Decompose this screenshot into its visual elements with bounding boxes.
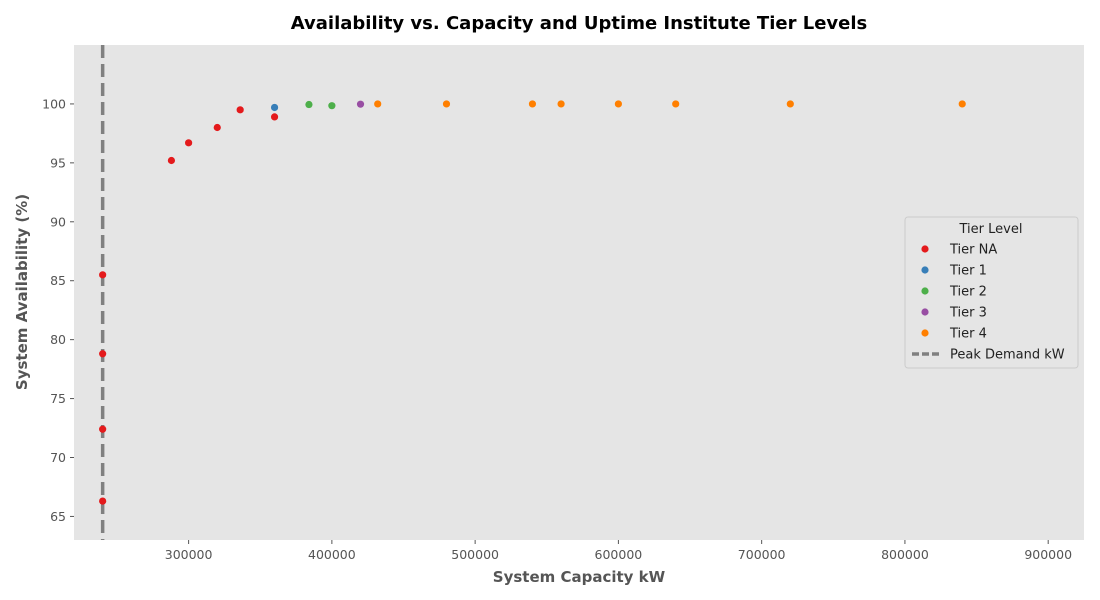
data-point [185,139,193,147]
legend-box [904,216,1079,369]
legend-label: Tier 3 [949,306,987,321]
data-point [213,123,221,132]
y-axis-label: System Availability (%) [13,194,31,390]
data-point [167,156,176,165]
y-tick-label: 65 [50,509,66,524]
data-point [270,113,279,121]
data-point [236,106,244,114]
legend-marker [921,308,929,316]
data-point [270,103,279,112]
y-tick-label: 75 [50,391,66,406]
chart-title: Availability vs. Capacity and Uptime Ins… [291,13,867,34]
x-tick-label: 800000 [881,547,929,562]
y-tick-label: 85 [50,273,66,288]
data-point [672,100,680,108]
legend-marker [921,266,929,274]
x-tick-label: 700000 [738,547,786,562]
legend-label: Tier 4 [949,327,987,342]
data-point [374,100,382,108]
points-layer [99,100,966,505]
data-point [557,100,565,108]
y-tick-label: 90 [50,214,66,229]
legend-label: Tier 1 [949,264,987,279]
legend-title: Tier Level [959,222,1023,237]
x-tick-label: 300000 [165,547,213,562]
x-tick-label: 900000 [1024,547,1072,562]
data-point [99,271,107,279]
x-tick-label: 400000 [308,547,356,562]
legend-marker [921,245,929,253]
data-point [99,350,107,358]
data-point [786,100,794,108]
data-point [356,100,365,108]
data-point [958,100,966,108]
x-tick-label: 600000 [595,547,643,562]
y-tick-label: 70 [50,450,66,465]
x-tick-label: 500000 [451,547,499,562]
legend-marker [921,329,929,337]
data-point [99,425,107,433]
legend-label: Peak Demand kW [950,348,1065,363]
x-axis-ticks: 300000 400000 500000 600000 700000 800000 9000… [165,540,1072,562]
y-tick-label: 95 [50,155,66,170]
y-axis-ticks: 65 70 75 80 85 90 95 100 [42,96,74,524]
legend-marker [921,287,929,295]
legend-items: Tier NA Tier 1 Tier 2 Tier 3 Tier 4 Peak Dema… [912,243,1065,363]
y-tick-label: 80 [50,332,66,347]
data-point [614,100,622,108]
data-point [442,100,451,108]
legend-label: Tier 2 [949,285,987,300]
data-point [328,102,336,110]
data-point [305,100,313,109]
legend-label: Tier NA [949,243,997,258]
x-axis-label: System Capacity kW [493,568,666,586]
data-point [99,497,107,505]
y-tick-label: 100 [42,96,66,111]
data-point [528,100,537,108]
